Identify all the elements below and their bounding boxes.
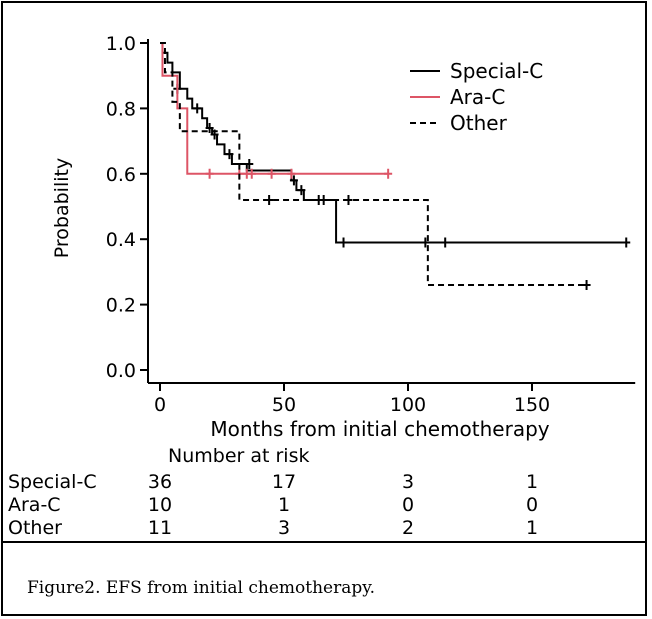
censor-mark-special-c — [245, 158, 254, 169]
legend-label-special-c: Special-C — [450, 59, 543, 83]
series-line-special-c — [160, 42, 627, 244]
x-tick-label: 100 — [390, 394, 426, 416]
risk-value: 3 — [402, 471, 414, 493]
censor-mark-other — [344, 194, 353, 205]
censor-mark-special-c — [441, 237, 450, 248]
y-tick-label: 0.4 — [106, 229, 136, 251]
censor-mark-special-c — [421, 237, 430, 248]
risk-value: 17 — [272, 471, 296, 493]
series-group — [160, 42, 631, 290]
censor-mark-other — [265, 194, 274, 205]
series-line-ara-c — [160, 42, 389, 175]
risk-value: 2 — [402, 517, 414, 539]
censor-mark-other — [582, 279, 591, 290]
risk-row-label: Special-C — [8, 471, 97, 493]
censor-mark-special-c — [297, 185, 306, 196]
censor-mark-special-c — [193, 103, 202, 114]
risk-value: 1 — [278, 494, 290, 516]
figure-caption: Figure2. EFS from initial chemotherapy. — [27, 578, 375, 598]
risk-value: 1 — [526, 517, 538, 539]
risk-value: 10 — [148, 494, 172, 516]
censor-mark-special-c — [289, 175, 298, 186]
censor-mark-special-c — [622, 237, 631, 248]
risk-row-label: Other — [8, 517, 62, 539]
risk-value: 1 — [526, 471, 538, 493]
legend-label-other: Other — [450, 111, 508, 135]
x-axis-label: Months from initial chemotherapy — [210, 417, 549, 441]
x-tick-label: 150 — [514, 394, 550, 416]
censor-mark-ara-c — [205, 168, 214, 179]
censor-mark-ara-c — [287, 168, 296, 179]
y-tick-label: 0.8 — [106, 98, 136, 120]
axes: 0.0 0.2 0.4 0.6 0.8 1.0 0 50 100 150 — [106, 33, 636, 416]
risk-table-title: Number at risk — [168, 445, 310, 467]
risk-value: 0 — [402, 494, 414, 516]
censor-mark-ara-c — [247, 168, 256, 179]
censor-mark-special-c — [205, 123, 214, 134]
risk-value: 11 — [148, 517, 172, 539]
risk-value: 3 — [278, 517, 290, 539]
censor-mark-ara-c — [384, 168, 393, 179]
censor-mark-special-c — [339, 237, 348, 248]
censor-mark-ara-c — [267, 168, 276, 179]
y-tick-label: 0.6 — [106, 164, 136, 186]
x-tick-label: 0 — [154, 394, 166, 416]
caption-box: Figure2. EFS from initial chemotherapy. — [1, 541, 647, 617]
risk-value: 0 — [526, 494, 538, 516]
y-tick-label: 0.2 — [106, 295, 136, 317]
y-axis-label-group: Probability — [51, 158, 73, 258]
series-line-other — [160, 42, 587, 286]
y-tick-label: 1.0 — [106, 33, 136, 55]
risk-value: 36 — [148, 471, 172, 493]
legend-label-ara-c: Ara-C — [450, 85, 505, 109]
x-tick-label: 50 — [272, 394, 296, 416]
y-axis-label: Probability — [51, 158, 73, 258]
y-tick-label: 0.0 — [106, 360, 136, 382]
censor-mark-special-c — [225, 149, 234, 160]
risk-row-label: Ara-C — [8, 494, 61, 516]
